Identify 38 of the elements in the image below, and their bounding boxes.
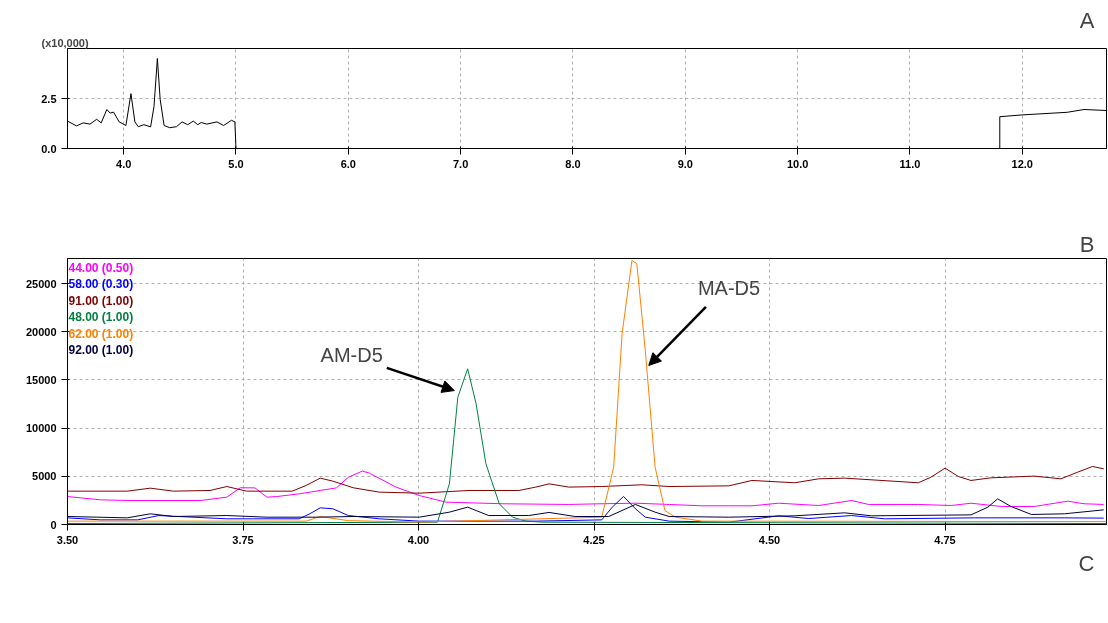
- y-tick-label: 25000: [25, 277, 57, 290]
- annotation: MA-D5: [697, 276, 761, 299]
- x-tick-label: 3.50: [56, 533, 79, 546]
- x-tick-label: 9.0: [677, 157, 693, 170]
- y-axis-title: (x10,000): [41, 36, 89, 49]
- text: B: [1079, 231, 1095, 257]
- y-tick-label: 0.0: [41, 142, 57, 155]
- text: 62.00 (1.00): [68, 326, 134, 341]
- x-tick-label: 7.0: [452, 157, 469, 170]
- text: C: [1078, 550, 1095, 576]
- text: A: [1079, 7, 1095, 33]
- text: 58.00 (0.30): [68, 277, 134, 291]
- x-tick-label: 6.0: [340, 157, 356, 170]
- annotation: AM-D5: [320, 343, 383, 366]
- line-series: [67, 470, 1105, 507]
- y-tick-label: 20000: [25, 325, 57, 338]
- x-tick-label: 8.0: [565, 157, 581, 170]
- x-tick-label: 4.25: [583, 533, 605, 546]
- x-tick-label: 4.50: [758, 533, 781, 546]
- x-tick-label: 4.0: [116, 157, 132, 170]
- line-series: [67, 465, 1105, 494]
- text: 91.00 (1.00): [68, 293, 134, 308]
- y-tick-label: 2.5: [41, 92, 57, 105]
- x-tick-label: 11.0: [899, 157, 921, 170]
- text: 48.00 (1.00): [68, 310, 134, 324]
- y-tick-label: 15000: [25, 373, 57, 386]
- x-tick-label: 5.0: [228, 157, 244, 170]
- x-tick-label: 3.75: [232, 533, 254, 546]
- x-tick-label: 4.00: [407, 533, 430, 546]
- x-tick-label: 4.75: [934, 533, 956, 546]
- y-tick-label: 10000: [25, 422, 57, 435]
- text: 44.00 (0.50): [68, 260, 134, 275]
- x-tick-label: 12.0: [1011, 157, 1033, 170]
- line-series: [67, 368, 1107, 525]
- text: 92.00 (1.00): [68, 343, 134, 357]
- x-tick-label: 10.0: [786, 157, 809, 170]
- y-tick-label: 5000: [32, 470, 57, 483]
- y-tick-label: 0: [50, 518, 57, 531]
